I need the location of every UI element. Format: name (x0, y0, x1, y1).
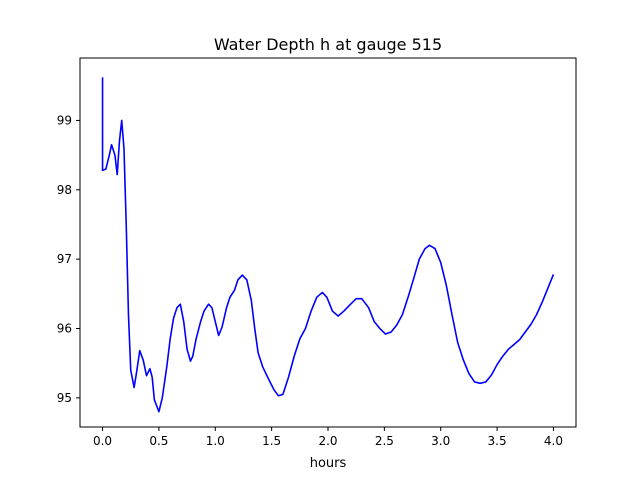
x-tick-label: 1.0 (206, 434, 225, 448)
y-tick-label: 96 (57, 322, 72, 336)
y-tick-label: 97 (57, 252, 72, 266)
x-tick-label: 4.0 (544, 434, 563, 448)
x-tick-label: 3.0 (431, 434, 450, 448)
x-axis: 0.0 0.5 1.0 1.5 2.0 2.5 3.0 3.5 4.0 (93, 427, 563, 448)
series-line-0 (101, 77, 555, 413)
y-tick-label: 99 (57, 113, 72, 127)
x-tick-label: 2.0 (318, 434, 337, 448)
x-axis-label: hours (310, 456, 347, 471)
y-tick-label: 98 (57, 183, 72, 197)
x-tick-label: 1.5 (262, 434, 281, 448)
plot-line-layer (101, 77, 555, 413)
y-axis: 95 96 97 98 99 (57, 113, 80, 405)
x-tick-label: 0.5 (149, 434, 168, 448)
x-tick-label: 2.5 (375, 434, 394, 448)
y-tick-label: 95 (57, 391, 72, 405)
x-tick-label: 0.0 (93, 434, 112, 448)
x-tick-label: 3.5 (488, 434, 507, 448)
chart-title: Water Depth h at gauge 515 (214, 35, 442, 54)
